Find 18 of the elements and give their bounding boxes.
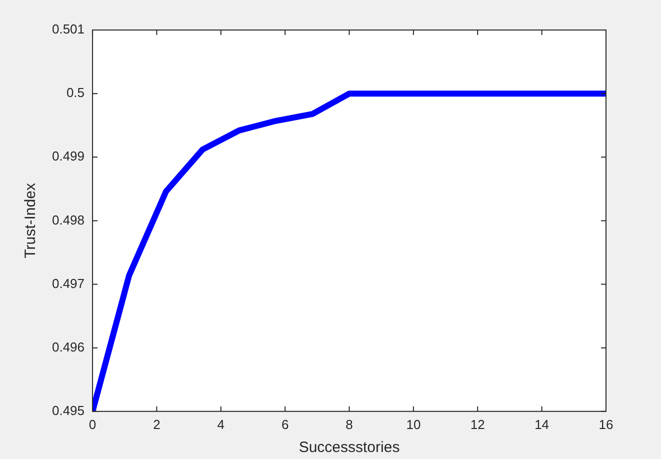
y-tick-label: 0.498: [52, 212, 85, 228]
y-tick-label: 0.501: [52, 22, 85, 37]
x-tick-label: 16: [598, 416, 614, 432]
y-axis-title: Trust-Index: [22, 182, 40, 258]
x-tick-label: 8: [346, 416, 353, 432]
y-tick-label: 0.496: [52, 339, 85, 354]
y-tick-label: 0.497: [52, 276, 85, 291]
x-tick-label: 6: [281, 416, 289, 432]
y-tick-label: 0.5: [66, 85, 85, 100]
x-tick-label: 2: [153, 416, 160, 432]
x-tick-label: 10: [406, 416, 421, 432]
x-axis-title: Successstories: [298, 439, 400, 456]
x-tick-label: 14: [534, 416, 550, 432]
x-tick-label: 12: [470, 416, 485, 432]
x-tick-label: 0: [88, 416, 96, 432]
y-tick-label: 0.499: [52, 148, 85, 164]
x-tick-label: 4: [217, 416, 225, 432]
y-tick-label: 0.495: [52, 402, 85, 418]
